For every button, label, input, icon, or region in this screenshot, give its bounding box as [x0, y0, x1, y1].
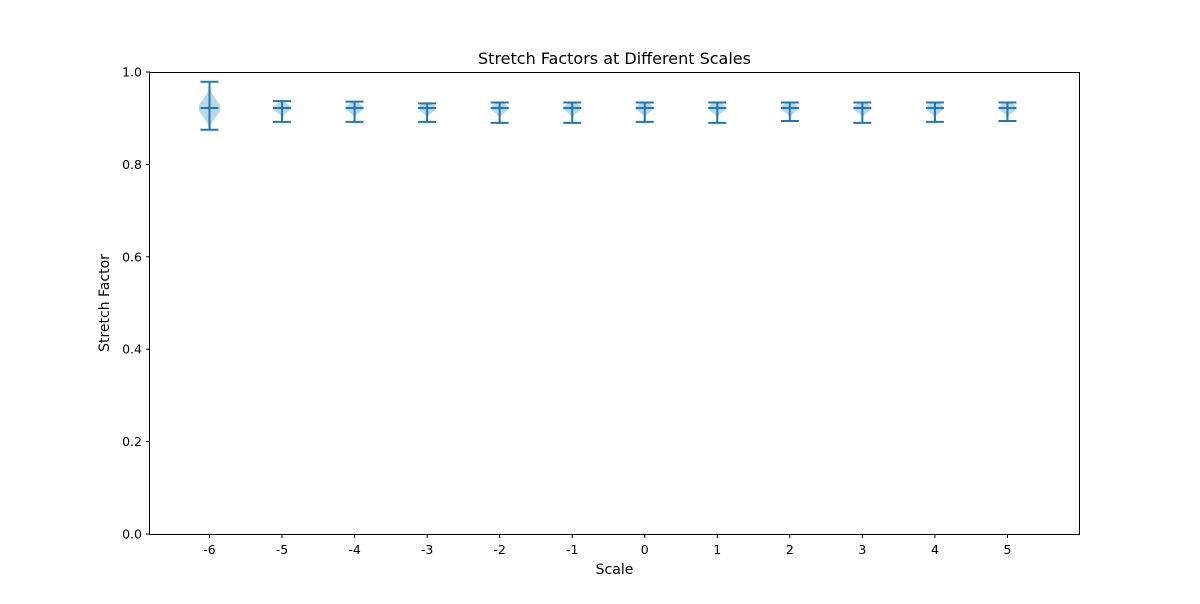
x-axis-label: Scale	[596, 562, 634, 578]
x-tick-label: -1	[566, 542, 578, 557]
x-tick-label: -4	[348, 542, 361, 557]
y-tick-label: 0.8	[122, 157, 142, 172]
x-tick-label: 5	[1003, 542, 1011, 557]
tick-layer: -6 -5 -4 -3 -2 -1 0 1 2 3 4 5 0.0 0.2 0.4 0.6 0.8 1.0	[122, 65, 1011, 558]
y-axis-label: Stretch Factor	[97, 254, 113, 352]
y-tick-label: 0.4	[122, 342, 142, 357]
x-tick-label: -2	[493, 542, 505, 557]
x-tick-label: 0	[641, 542, 649, 557]
x-tick-label: 1	[713, 542, 721, 557]
x-tick-label: 3	[858, 542, 866, 557]
x-tick-label: -5	[276, 542, 288, 557]
x-tick-label: -6	[203, 542, 216, 557]
y-tick-label: 0.2	[122, 434, 142, 449]
violin-layer	[198, 80, 1017, 131]
y-tick-label: 0.0	[122, 527, 142, 542]
plot-frame	[149, 72, 1080, 535]
x-tick-label: 4	[931, 542, 939, 557]
x-tick-label: 2	[786, 542, 794, 557]
chart-title: Stretch Factors at Different Scales	[478, 49, 751, 68]
y-tick-label: 0.6	[122, 249, 142, 264]
x-tick-label: -3	[421, 542, 433, 557]
y-tick-label: 1.0	[122, 65, 142, 80]
